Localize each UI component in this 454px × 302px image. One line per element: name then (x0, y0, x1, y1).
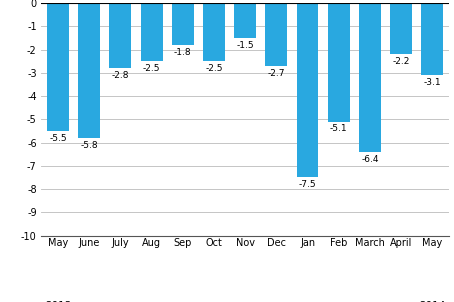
Bar (266, 3, 287, 66)
Text: -2.8: -2.8 (112, 71, 129, 80)
Text: -2.5: -2.5 (143, 64, 160, 73)
Bar (172, 3, 194, 45)
Bar (359, 3, 381, 152)
Text: 2014: 2014 (419, 301, 445, 302)
Bar (78, 3, 100, 138)
Text: -1.5: -1.5 (237, 41, 254, 50)
Text: -5.5: -5.5 (49, 134, 67, 143)
Text: -7.5: -7.5 (299, 180, 316, 189)
Text: -5.1: -5.1 (330, 124, 348, 133)
Bar (328, 3, 350, 122)
Bar (109, 3, 131, 68)
Bar (296, 3, 318, 178)
Bar (203, 3, 225, 61)
Text: -2.2: -2.2 (392, 57, 410, 66)
Text: -6.4: -6.4 (361, 155, 379, 164)
Text: -5.8: -5.8 (80, 141, 98, 150)
Text: -2.5: -2.5 (205, 64, 223, 73)
Text: 2013: 2013 (45, 301, 71, 302)
Text: -1.8: -1.8 (174, 48, 192, 57)
Bar (390, 3, 412, 54)
Bar (47, 3, 69, 131)
Bar (141, 3, 163, 61)
Bar (421, 3, 443, 75)
Text: -3.1: -3.1 (424, 78, 441, 87)
Text: -2.7: -2.7 (267, 69, 285, 78)
Bar (234, 3, 256, 38)
